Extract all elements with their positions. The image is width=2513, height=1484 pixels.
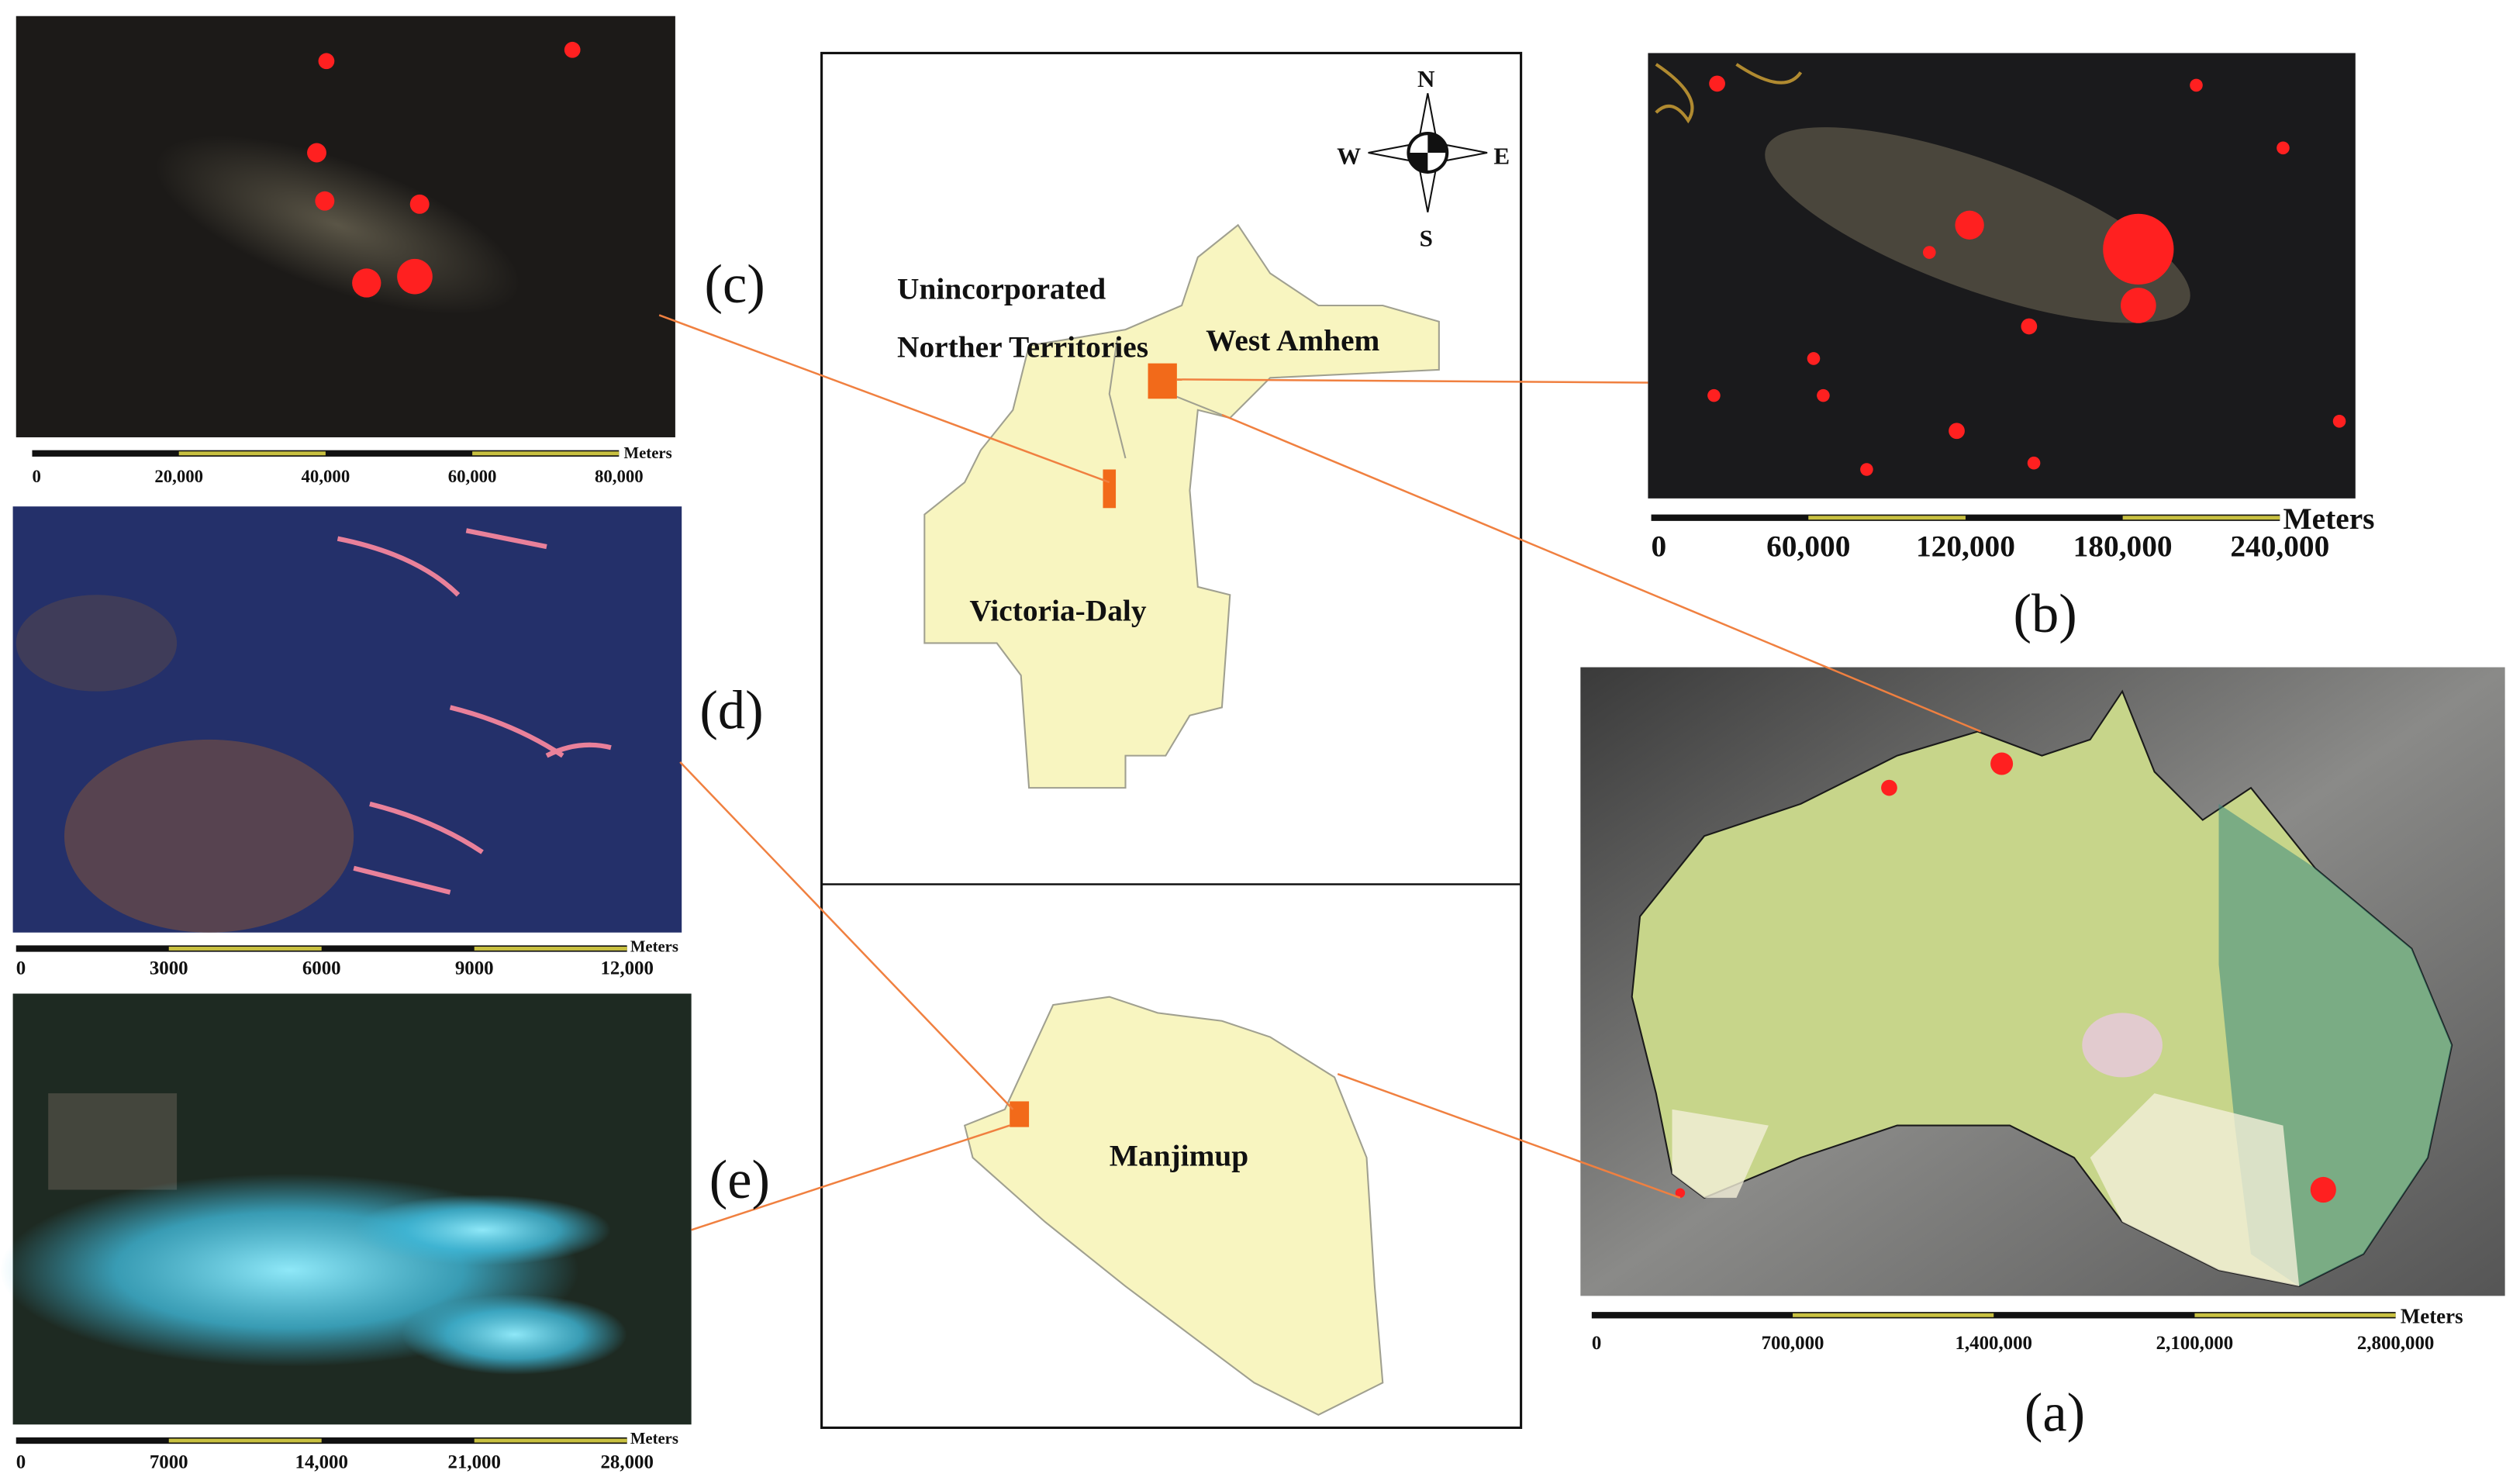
panel-a-image: [1580, 667, 2505, 1296]
scale-label: 28,000: [600, 1451, 653, 1472]
compass-label: E: [1493, 143, 1510, 170]
scale-label: 0: [16, 1451, 26, 1472]
scale-label: 12,000: [600, 958, 653, 979]
manjimup-region: [963, 996, 1384, 1416]
scale-label: 3000: [150, 958, 188, 979]
scale-label: 9000: [455, 958, 494, 979]
panel-label: (b): [2013, 584, 2076, 644]
scale-unit: Meters: [2283, 502, 2374, 536]
scale-label: 21,000: [448, 1451, 501, 1472]
scale-label: 0: [1652, 529, 1667, 563]
compass-label: S: [1420, 224, 1433, 251]
scale-unit: Meters: [624, 445, 672, 462]
region-label: Manjimup: [1110, 1138, 1248, 1172]
scale-label: 6000: [302, 958, 341, 979]
scale-bar-segment: [178, 451, 326, 456]
region-label: West Amhem: [1206, 323, 1379, 357]
scale-bar-segment: [2194, 1313, 2396, 1317]
region-label: Unincorporated: [897, 272, 1106, 306]
scale-label: 80,000: [595, 467, 644, 486]
region-label: Norther Territories: [897, 330, 1148, 364]
scale-label: 60,000: [1766, 529, 1850, 563]
panel-label: (c): [705, 254, 765, 315]
marker-e: [1010, 1101, 1030, 1127]
scale-label: 0: [1592, 1333, 1601, 1354]
scale-label: 2,800,000: [2357, 1333, 2434, 1354]
region-label: Victoria-Daly: [969, 593, 1146, 627]
scale-bar-segment: [1808, 516, 1966, 520]
panel-label: (d): [699, 680, 763, 740]
panel-c-image: [16, 16, 675, 438]
marker-b: [1148, 363, 1177, 399]
scale-label: 2,100,000: [2156, 1333, 2233, 1354]
marker-c: [1103, 469, 1117, 509]
scale-label: 240,000: [2230, 529, 2329, 563]
scale-label: 0: [16, 958, 26, 979]
scale-bar-segment: [2122, 516, 2280, 520]
panel-e-image: [0, 993, 692, 1425]
scale-bar-segment: [168, 946, 322, 951]
scale-label: 120,000: [1916, 529, 2015, 563]
scale-label: 700,000: [1762, 1333, 1824, 1354]
scale-label: 1,400,000: [1955, 1333, 2031, 1354]
scale-bar-segment: [474, 946, 627, 951]
scale-unit: Meters: [630, 939, 678, 956]
scale-label: 0: [32, 467, 40, 486]
scale-label: 40,000: [302, 467, 350, 486]
scale-bar-segment: [474, 1438, 627, 1443]
scale-bar-segment: [168, 1438, 322, 1443]
panel-d-image: [12, 506, 682, 933]
scale-bar-segment: [1793, 1313, 1994, 1317]
compass-label: W: [1337, 143, 1361, 170]
scale-label: 14,000: [295, 1451, 348, 1472]
scale-unit: Meters: [2401, 1305, 2463, 1328]
panel-label: (a): [2025, 1383, 2085, 1444]
scale-unit: Meters: [630, 1431, 678, 1448]
panel-label: (e): [709, 1150, 770, 1210]
panel-b-image: [1648, 53, 2356, 499]
nt-regions: [923, 223, 1440, 789]
leader-lines: [658, 314, 1982, 1231]
scale-label: 20,000: [154, 467, 203, 486]
scale-label: 60,000: [448, 467, 497, 486]
scale-label: 180,000: [2073, 529, 2173, 563]
scale-label: 7000: [150, 1451, 188, 1472]
compass-label: N: [1417, 65, 1435, 92]
scale-bar-segment: [472, 451, 620, 456]
compass-rose: [1368, 93, 1488, 212]
